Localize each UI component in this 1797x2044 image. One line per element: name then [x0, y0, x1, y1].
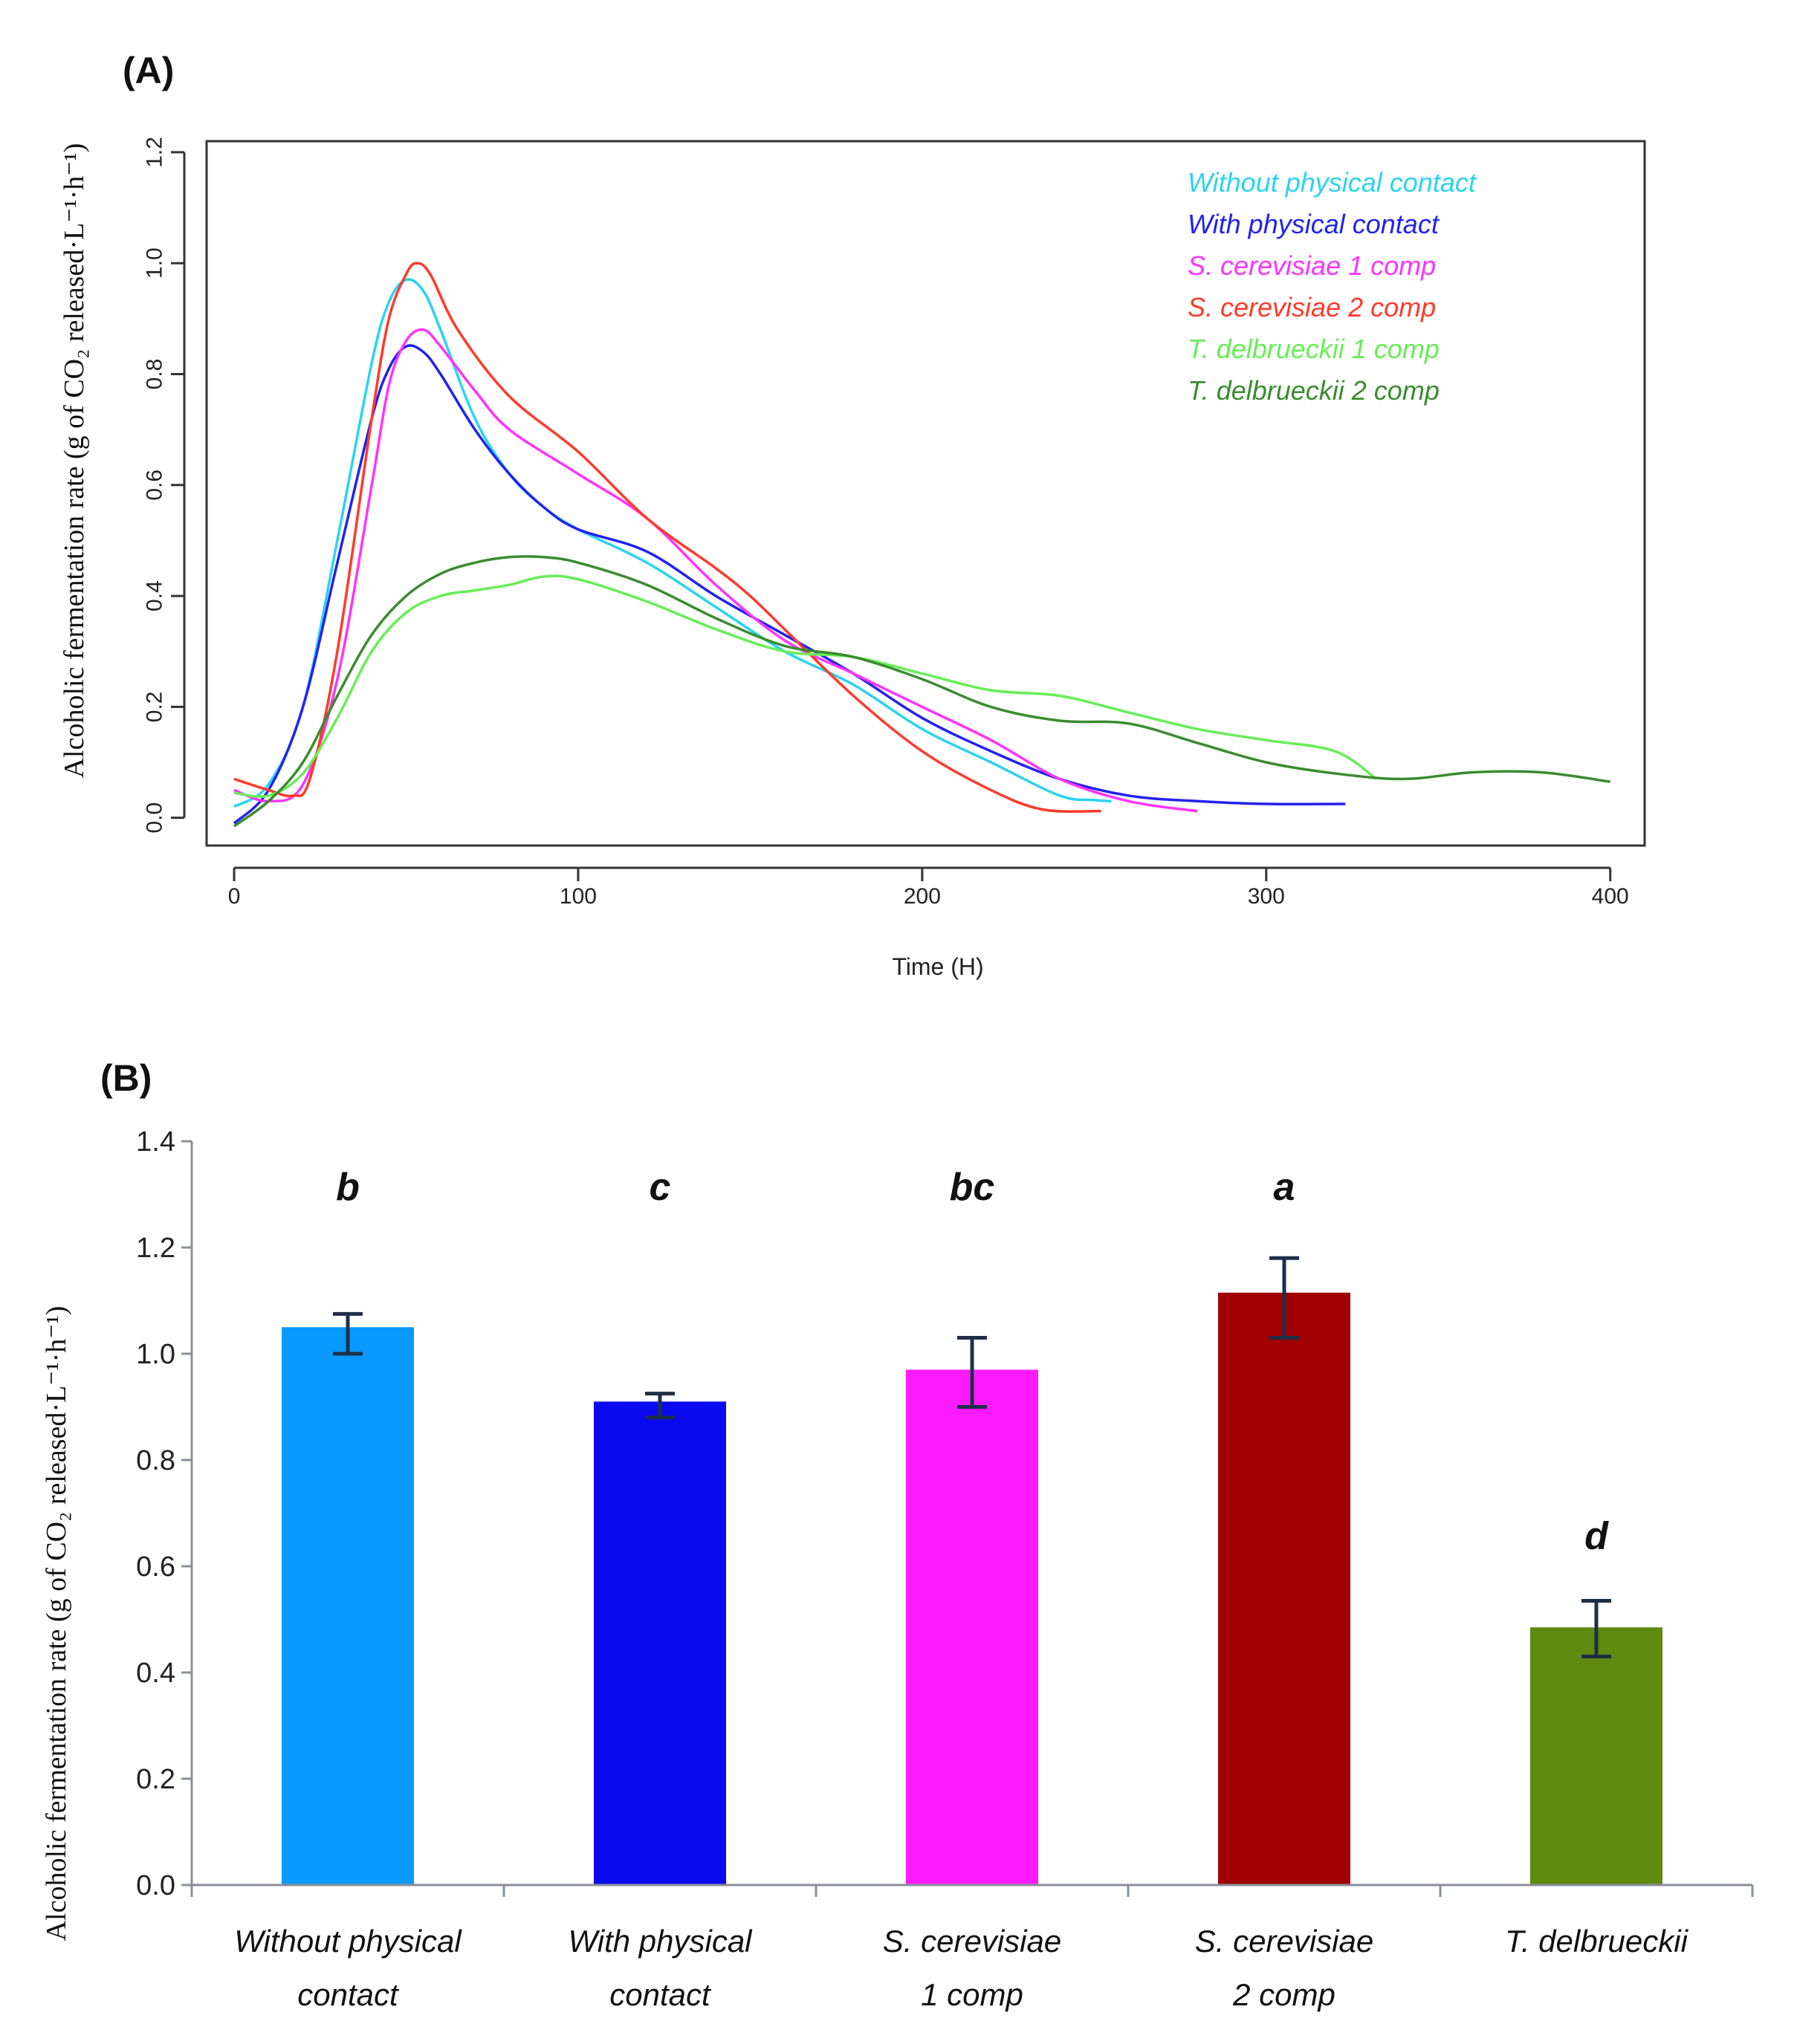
series-line-with-physical-contact [233, 344, 1346, 825]
panel-b-y-tick-label: 0.6 [136, 1551, 175, 1583]
panel-b-y-tick-label: 0.0 [136, 1870, 175, 1901]
category-label-4: S. cerevisiae [1195, 1924, 1373, 1959]
series-line-t-delbrueckii-1-comp [233, 574, 1377, 798]
panel-a: (A) Alcoholic fermentation rate (g of CO… [59, 50, 1646, 980]
significance-label-t-delbrueckii: d [1584, 1514, 1609, 1557]
bar-s-cerevisiae-1-comp [906, 1369, 1038, 1885]
bar-with-physical-contact [594, 1401, 726, 1885]
series-line-s-cerevisiae-2-comp [233, 262, 1101, 813]
panel-a-legend: Without physical contact With physical co… [1188, 167, 1477, 406]
panel-b-y-axis-label: Alcoholic fermentation rate (g of CO₂ re… [41, 1306, 72, 1941]
legend-entry-t-delbrueckii-1-comp: T. delbrueckii 1 comp [1188, 334, 1440, 364]
category-label-1: contact [297, 1977, 400, 2012]
panel-a-label: (A) [123, 50, 174, 91]
category-label-2: With physical [568, 1924, 753, 1959]
series-line-s-cerevisiae-1-comp [233, 328, 1198, 813]
panel-b-label: (B) [100, 1057, 152, 1099]
bar-without-physical-contact [282, 1327, 414, 1885]
panel-a-y-tick-label: 0.6 [143, 470, 167, 501]
panel-b-y-tick-label: 1.0 [136, 1339, 175, 1370]
category-label-2: contact [609, 1977, 712, 2012]
category-label-4: 2 comp [1232, 1977, 1335, 2012]
panel-a-series [233, 262, 1610, 828]
series-line-t-delbrueckii-2-comp [233, 555, 1610, 828]
legend-entry-with-physical-contact: With physical contact [1188, 209, 1440, 239]
significance-label-without-physical-contact: b [336, 1166, 360, 1209]
legend-entry-s-cerevisiae-2-comp: S. cerevisiae 2 comp [1188, 292, 1436, 322]
legend-entry-without-physical-contact: Without physical contact [1188, 167, 1477, 198]
panel-a-y-tick-label: 0.2 [143, 692, 167, 723]
significance-label-s-cerevisiae-1-comp: bc [950, 1166, 995, 1209]
panel-b-y-axis: 0.0 0.2 0.4 0.6 0.8 1.0 1.2 1.4 [136, 1126, 193, 1901]
significance-label-s-cerevisiae-2-comp: a [1274, 1166, 1295, 1209]
panel-a-x-tick-label: 0 [228, 884, 241, 909]
legend-entry-t-delbrueckii-2-comp: T. delbrueckii 2 comp [1188, 375, 1440, 406]
panel-a-plot-frame [205, 140, 1646, 847]
panel-b-x-axis: Without physical contact With physical cont… [190, 1884, 1754, 2012]
panel-a-y-tick-label: 1.0 [143, 247, 167, 279]
panel-b-y-tick-label: 0.4 [136, 1658, 175, 1689]
panel-a-y-axis: 0.0 0.2 0.4 0.6 0.8 1.0 1.2 [143, 137, 186, 834]
panel-b-y-tick-label: 1.4 [136, 1126, 175, 1158]
panel-a-x-tick-label: 100 [560, 884, 597, 909]
panel-b-y-tick-label: 0.8 [136, 1445, 175, 1476]
bar-t-delbrueckii [1530, 1627, 1662, 1885]
panel-a-x-axis: 0 100 200 300 400 [228, 866, 1629, 909]
panel-b-y-tick-label: 1.2 [136, 1233, 175, 1264]
panel-a-y-tick-label: 0.0 [143, 802, 167, 834]
category-label-3: 1 comp [921, 1977, 1023, 2012]
category-label-1: Without physical [234, 1924, 462, 1959]
panel-a-y-tick-label: 0.4 [143, 580, 167, 611]
panel-b-y-tick-label: 0.2 [136, 1764, 175, 1795]
category-label-5: T. delbrueckii [1505, 1924, 1689, 1959]
panel-a-y-tick-label: 0.8 [143, 359, 167, 390]
panel-a-x-tick-label: 200 [904, 884, 941, 909]
panel-b-bars: b c bc ad [282, 1166, 1662, 1885]
panel-a-x-tick-label: 400 [1592, 884, 1629, 909]
panel-a-y-axis-label: Alcoholic fermentation rate (g of CO₂ re… [59, 143, 90, 779]
panel-a-x-axis-label: Time (H) [892, 953, 983, 980]
legend-entry-s-cerevisiae-1-comp: S. cerevisiae 1 comp [1188, 250, 1436, 281]
panel-b: (B) Alcoholic fermentation rate (g of CO… [41, 1057, 1754, 2012]
panel-a-x-tick-label: 300 [1248, 884, 1285, 909]
bar-s-cerevisiae-2-comp [1218, 1292, 1350, 1885]
category-label-3: S. cerevisiae [883, 1924, 1061, 1959]
significance-label-with-physical-contact: c [650, 1166, 671, 1209]
panel-a-y-tick-label: 1.2 [143, 137, 167, 168]
